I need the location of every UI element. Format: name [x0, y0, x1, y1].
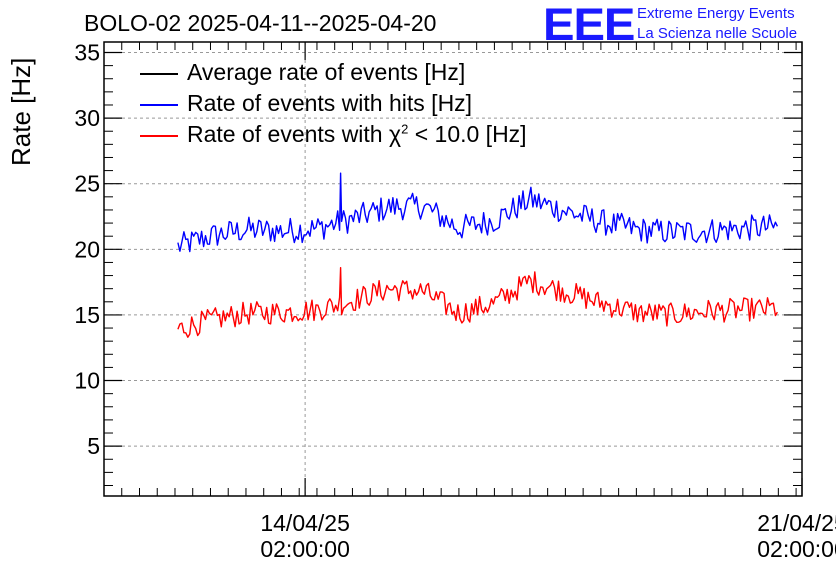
y-tick-label: 10	[74, 368, 100, 394]
legend-label: Average rate of events [Hz]	[187, 59, 466, 85]
y-axis-label: Rate [Hz]	[6, 57, 36, 166]
series-line	[177, 172, 779, 253]
legend-label: Rate of events with χ2 < 10.0 [Hz]	[187, 121, 527, 148]
logo-caption-line2: La Scienza nelle Scuole	[637, 25, 798, 42]
eee-logo: EEE	[543, 0, 635, 50]
logo-caption-line1: Extreme Energy Events	[637, 5, 795, 22]
series-layer	[177, 172, 779, 338]
x-tick-label-time: 02:00:00	[260, 536, 350, 562]
y-tick-label: 35	[74, 39, 100, 65]
legend-label-sup: 2	[401, 121, 409, 137]
axis-ticks	[103, 42, 803, 496]
y-tick-label: 30	[74, 105, 100, 131]
x-tick-label-time: 02:00:00	[757, 536, 836, 562]
legend-label-suffix: < 10.0 [Hz]	[408, 121, 527, 147]
legend-swatch	[140, 135, 178, 137]
plot-frame	[103, 41, 803, 497]
logo-caption: Extreme Energy Events La Scienza nelle S…	[637, 4, 797, 44]
legend-label-prefix: Rate of events with χ	[187, 121, 402, 147]
y-tick-label: 25	[74, 171, 100, 197]
series-line	[177, 267, 779, 338]
y-tick-label: 20	[74, 236, 100, 262]
x-tick-label-date: 21/04/25	[757, 510, 836, 536]
tick-labels: 510152025303514/04/2502:00:0021/04/2502:…	[74, 39, 836, 562]
legend-swatch	[140, 73, 178, 75]
legend-label: Rate of events with hits [Hz]	[187, 90, 473, 116]
chart-title: BOLO-02 2025-04-11--2025-04-20	[84, 10, 437, 36]
y-tick-label: 5	[87, 433, 100, 459]
x-tick-label-date: 14/04/25	[260, 510, 350, 536]
legend-swatch	[140, 104, 178, 106]
y-tick-label: 15	[74, 302, 100, 328]
